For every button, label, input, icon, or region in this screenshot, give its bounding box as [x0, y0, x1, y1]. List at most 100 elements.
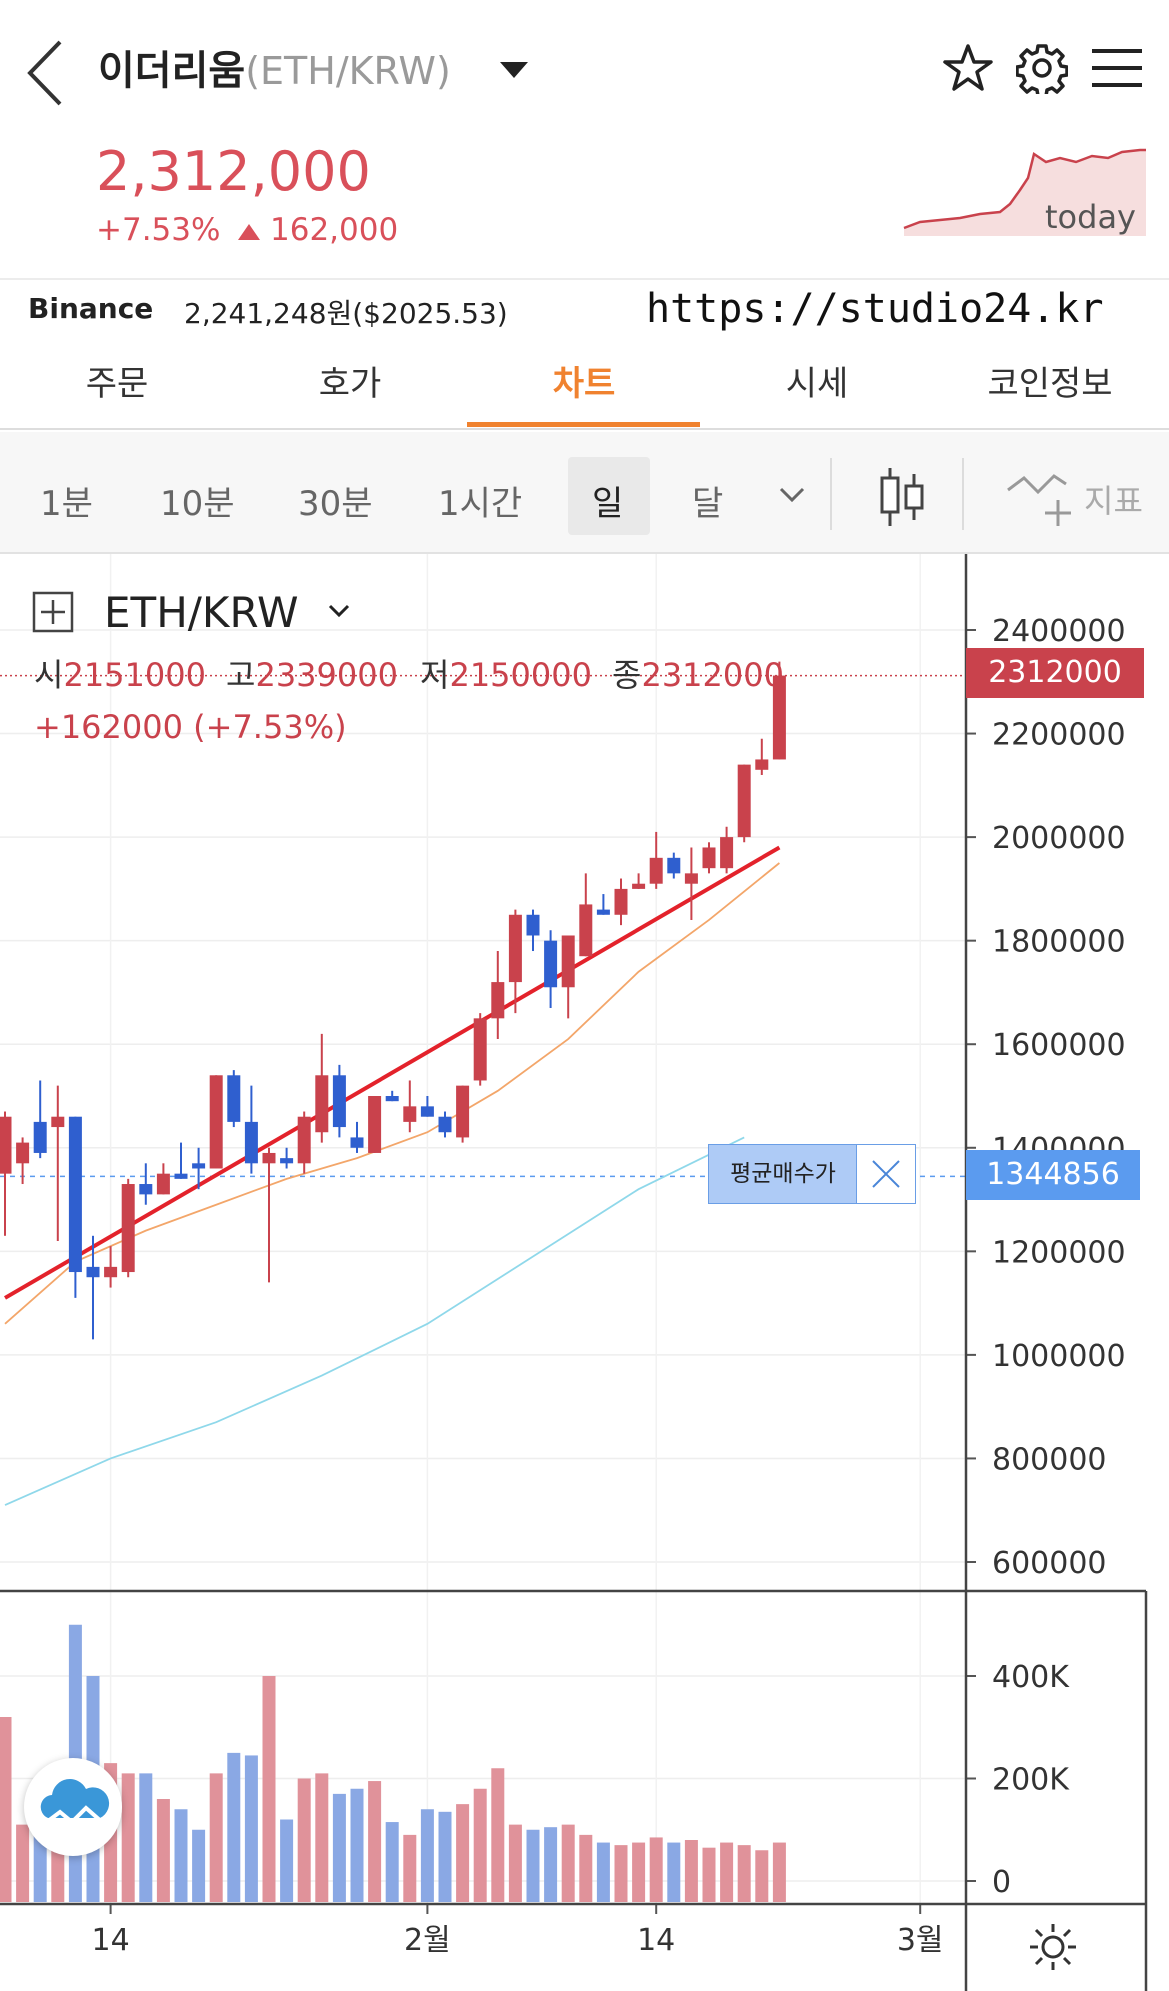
chart-symbol[interactable]: ETH/KRW — [104, 588, 299, 637]
volume-bar[interactable] — [244, 1755, 258, 1902]
volume-bar[interactable] — [649, 1837, 663, 1902]
volume-bar[interactable] — [227, 1752, 241, 1902]
candle-body[interactable] — [737, 764, 751, 838]
candle-body[interactable] — [332, 1075, 346, 1128]
candle-body[interactable] — [156, 1173, 170, 1195]
candle-body[interactable] — [508, 914, 522, 983]
timeframe-day[interactable]: 일 — [592, 484, 624, 524]
volume-bar[interactable] — [579, 1834, 593, 1902]
add-symbol-icon[interactable] — [32, 591, 74, 633]
volume-bar[interactable] — [139, 1773, 153, 1902]
candle-body[interactable] — [720, 837, 734, 869]
chevron-down-icon[interactable] — [328, 604, 350, 618]
candle-body[interactable] — [772, 675, 786, 760]
candle-body[interactable] — [684, 873, 698, 884]
volume-bar[interactable] — [350, 1788, 364, 1902]
volume-bar[interactable] — [315, 1773, 329, 1902]
volume-bar[interactable] — [420, 1809, 434, 1902]
candle-body[interactable] — [139, 1184, 153, 1195]
candle-body[interactable] — [368, 1096, 382, 1153]
volume-bar[interactable] — [491, 1768, 505, 1902]
candle-body[interactable] — [473, 1018, 487, 1081]
candle-body[interactable] — [526, 914, 540, 936]
volume-bar[interactable] — [174, 1809, 188, 1902]
candle-body[interactable] — [315, 1075, 329, 1133]
volume-bar[interactable] — [368, 1781, 382, 1902]
candle-body[interactable] — [456, 1085, 470, 1138]
volume-bar[interactable] — [121, 1773, 135, 1902]
volume-bar[interactable] — [209, 1773, 223, 1902]
candle-body[interactable] — [561, 935, 575, 988]
volume-bar[interactable] — [526, 1829, 540, 1902]
candle-body[interactable] — [649, 857, 663, 884]
today-sparkline[interactable] — [900, 148, 1146, 236]
candle-body[interactable] — [51, 1116, 65, 1128]
back-arrow-icon[interactable] — [22, 38, 70, 108]
volume-bar[interactable] — [544, 1827, 558, 1902]
volume-bar[interactable] — [737, 1845, 751, 1902]
candlestick-chart[interactable]: 2400000220000020000001800000160000014000… — [0, 554, 1169, 1991]
volume-bar[interactable] — [772, 1842, 786, 1902]
volume-bar[interactable] — [755, 1850, 769, 1902]
close-icon[interactable] — [856, 1144, 916, 1204]
volume-bar[interactable] — [403, 1834, 417, 1902]
volume-bar[interactable] — [702, 1847, 716, 1902]
candle-body[interactable] — [667, 857, 681, 874]
candle-body[interactable] — [403, 1106, 417, 1122]
candle-body[interactable] — [86, 1266, 100, 1278]
candle-body[interactable] — [192, 1163, 206, 1169]
gear-icon[interactable] — [1016, 42, 1068, 94]
volume-bar[interactable] — [192, 1829, 206, 1902]
candle-body[interactable] — [420, 1106, 434, 1117]
indicator-label[interactable]: 지표 — [1084, 482, 1143, 520]
timeframe-month[interactable]: 달 — [692, 484, 724, 524]
volume-bar[interactable] — [473, 1788, 487, 1902]
volume-bar[interactable] — [720, 1842, 734, 1902]
tab-market-price[interactable]: 시세 — [785, 364, 849, 404]
candle-body[interactable] — [227, 1075, 241, 1122]
candle-body[interactable] — [244, 1121, 258, 1164]
avg-buy-price-label[interactable]: 평균매수가 — [708, 1144, 858, 1204]
candle-body[interactable] — [702, 847, 716, 869]
tab-order[interactable]: 주문 — [85, 364, 149, 404]
candle-body[interactable] — [755, 759, 769, 770]
candle-body[interactable] — [632, 883, 646, 889]
candle-body[interactable] — [297, 1116, 311, 1164]
candle-body[interactable] — [68, 1116, 82, 1273]
candle-body[interactable] — [350, 1137, 364, 1148]
tab-chart[interactable]: 차트 — [552, 364, 616, 404]
candle-body[interactable] — [262, 1152, 276, 1164]
timeframe-1hour[interactable]: 1시간 — [438, 484, 523, 524]
volume-bar[interactable] — [508, 1824, 522, 1902]
candle-body[interactable] — [121, 1184, 135, 1273]
volume-bar[interactable] — [385, 1822, 399, 1902]
candle-body[interactable] — [614, 888, 628, 915]
sun-settings-icon[interactable] — [1028, 1922, 1078, 1972]
volume-bar[interactable] — [332, 1793, 346, 1902]
tab-coin-info[interactable]: 코인정보 — [987, 364, 1113, 404]
candle-body[interactable] — [209, 1075, 223, 1169]
volume-bar[interactable] — [156, 1799, 170, 1902]
volume-bar[interactable] — [0, 1717, 12, 1902]
volume-bar[interactable] — [438, 1811, 452, 1902]
timeframe-1min[interactable]: 1분 — [40, 484, 93, 524]
chevron-down-icon[interactable] — [778, 486, 806, 504]
tab-orderbook[interactable]: 호가 — [318, 364, 382, 404]
volume-bar[interactable] — [16, 1824, 30, 1902]
volume-bar[interactable] — [280, 1819, 294, 1903]
candle-body[interactable] — [596, 909, 610, 915]
volume-bar[interactable] — [632, 1842, 646, 1902]
volume-bar[interactable] — [297, 1778, 311, 1903]
cloud-logo-icon[interactable] — [24, 1758, 122, 1856]
volume-bar[interactable] — [684, 1840, 698, 1902]
candle-body[interactable] — [16, 1142, 30, 1164]
volume-bar[interactable] — [596, 1842, 610, 1902]
candle-body[interactable] — [544, 940, 558, 988]
trendline[interactable] — [3, 845, 781, 1300]
candle-body[interactable] — [33, 1121, 47, 1153]
star-icon[interactable] — [942, 42, 994, 94]
volume-bar[interactable] — [667, 1842, 681, 1902]
candle-body[interactable] — [385, 1096, 399, 1102]
indicator-add-icon[interactable] — [1004, 470, 1072, 530]
menu-icon[interactable] — [1090, 46, 1144, 90]
